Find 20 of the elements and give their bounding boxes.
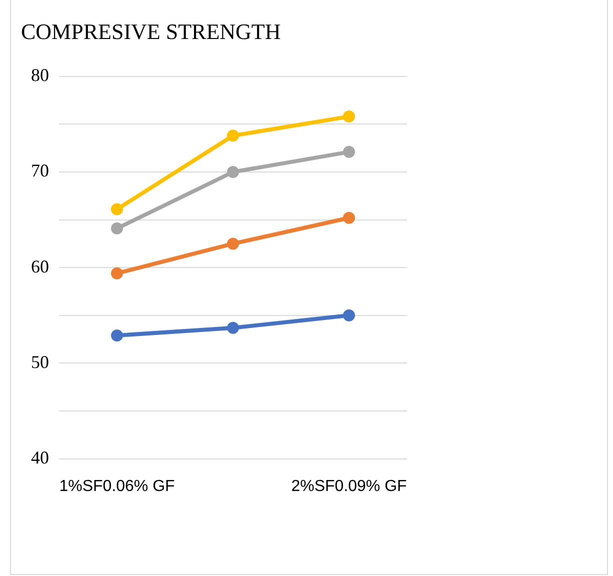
y-tick-label: 40 <box>31 448 49 468</box>
point <box>343 110 355 123</box>
point <box>111 267 123 280</box>
point <box>111 203 123 216</box>
x-tick-label: 1%SF0.06% GF <box>59 478 176 495</box>
y-tick-label: 70 <box>31 160 49 181</box>
y-tick-label: 60 <box>31 256 49 276</box>
point <box>343 309 355 322</box>
y-tick-label: 50 <box>31 352 49 372</box>
point <box>111 222 123 234</box>
chart-title: COMPRESIVE STRENGTH <box>21 18 281 44</box>
point <box>227 130 239 142</box>
point <box>111 329 123 342</box>
point <box>227 322 239 334</box>
point <box>227 166 239 178</box>
point <box>343 212 355 224</box>
x-tick-label: 2%SF0.09% GF <box>291 478 408 495</box>
point <box>227 238 239 250</box>
point <box>343 146 355 158</box>
y-tick-label: 80 <box>31 65 49 86</box>
